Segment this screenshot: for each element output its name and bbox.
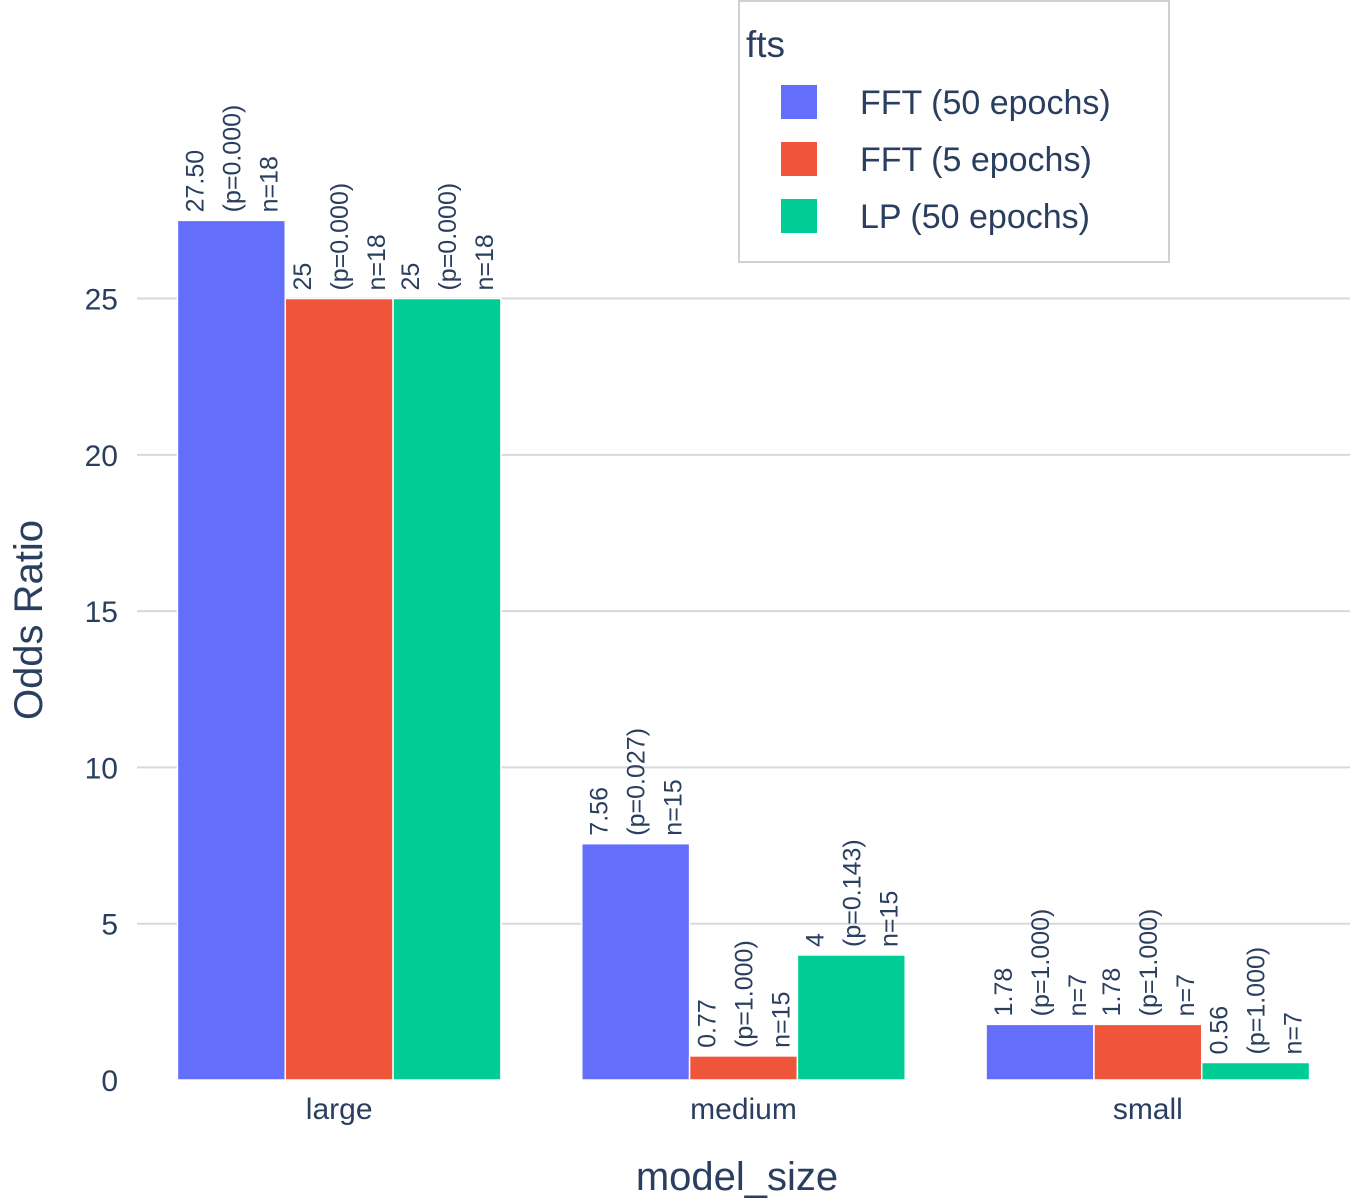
bar xyxy=(1093,1023,1203,1081)
x-tick-label: small xyxy=(1113,1093,1183,1126)
bar-value-label: (p=0.000) xyxy=(218,105,246,213)
bar-value-label: (p=0.027) xyxy=(623,728,651,836)
y-tick-label: 15 xyxy=(85,596,118,629)
legend-items: FFT (50 epochs) FFT (5 epochs) LP (50 epoc… xyxy=(781,84,1111,236)
bar-value-label: n=18 xyxy=(255,156,283,212)
legend-swatch xyxy=(781,199,817,233)
bar-value-label: (p=1.000) xyxy=(1243,947,1271,1055)
bar-value-label: 7.56 xyxy=(586,787,614,836)
legend-title: fts xyxy=(746,24,785,65)
bar-value-label: (p=0.000) xyxy=(434,183,462,291)
bar-value-label: n=18 xyxy=(363,234,391,290)
y-axis-title: Odds Ratio xyxy=(7,520,51,720)
y-tick-label: 25 xyxy=(85,284,118,317)
legend-swatch xyxy=(781,142,817,176)
y-tick-labels: 0 5 10 15 20 25 xyxy=(85,284,118,1098)
legend-label: FFT (50 epochs) xyxy=(860,84,1111,122)
bar xyxy=(688,1055,799,1081)
bar-value-label: 25 xyxy=(397,263,425,291)
bar-value-label: n=15 xyxy=(768,992,796,1048)
bar-value-label: (p=0.000) xyxy=(326,183,354,291)
bar-value-label: n=7 xyxy=(1064,974,1092,1016)
bar-value-label: 0.77 xyxy=(694,999,722,1048)
bar xyxy=(284,297,394,1081)
legend-swatch xyxy=(781,85,817,119)
bar-value-label: n=7 xyxy=(1280,1012,1308,1054)
bar-value-label: (p=1.000) xyxy=(731,940,759,1048)
bar-value-label: 1.78 xyxy=(1098,968,1126,1017)
legend-label: FFT (5 epochs) xyxy=(860,141,1092,179)
bar-value-label: 25 xyxy=(289,263,317,291)
bar-value-label: (p=1.000) xyxy=(1027,909,1055,1017)
bar-value-label: (p=0.143) xyxy=(838,839,866,947)
bar-value-label: n=15 xyxy=(660,779,688,835)
y-tick-label: 5 xyxy=(101,909,118,942)
x-tick-labels: large medium small xyxy=(306,1093,1183,1126)
y-tick-label: 0 xyxy=(101,1065,118,1098)
bar xyxy=(392,297,502,1081)
x-axis-title: model_size xyxy=(636,1155,838,1199)
bar xyxy=(1200,1061,1311,1081)
x-tick-label: large xyxy=(306,1093,373,1126)
y-tick-label: 10 xyxy=(85,752,118,785)
bar xyxy=(176,219,287,1081)
bar-value-label: 27.50 xyxy=(181,150,209,213)
bar xyxy=(796,954,906,1081)
bars xyxy=(176,219,1311,1081)
bar xyxy=(985,1023,1095,1081)
bar-value-label: 4 xyxy=(801,933,829,947)
legend-label: LP (50 epochs) xyxy=(860,198,1090,236)
bar-value-label: (p=1.000) xyxy=(1135,909,1163,1017)
bar-value-label: 1.78 xyxy=(990,968,1018,1017)
bar-value-label: n=18 xyxy=(471,234,499,290)
x-tick-label: medium xyxy=(690,1093,797,1126)
bar-value-label: n=15 xyxy=(875,891,903,947)
bar-value-label: n=7 xyxy=(1172,974,1200,1016)
bar-value-label: 0.56 xyxy=(1206,1006,1234,1055)
y-tick-label: 20 xyxy=(85,440,118,473)
bar xyxy=(581,842,691,1081)
legend: fts FFT (50 epochs) FFT (5 epochs) LP (50 … xyxy=(738,0,1170,263)
